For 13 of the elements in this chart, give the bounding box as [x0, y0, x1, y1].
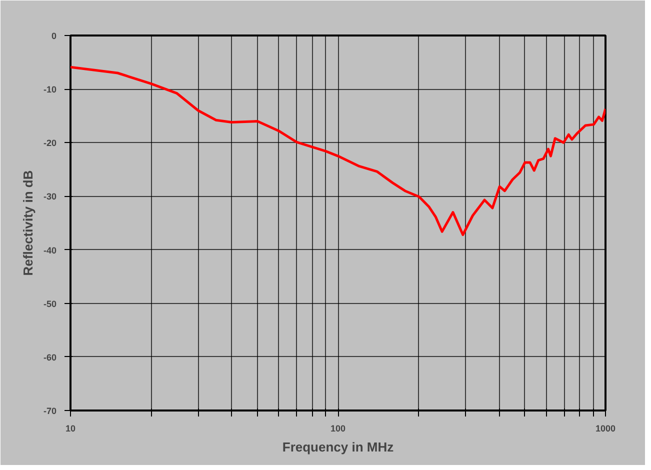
- y-tick-label: -60: [43, 352, 57, 362]
- x-tick-label: 10: [65, 424, 76, 434]
- y-tick-label: -30: [43, 192, 57, 202]
- y-axis-title: Reflectivity in dB: [20, 170, 36, 276]
- x-axis-title: Frequency in MHz: [282, 440, 394, 454]
- x-tick-label: 100: [330, 424, 346, 434]
- y-tick-label: 0: [51, 31, 57, 41]
- y-tick-label: -50: [43, 298, 57, 309]
- y-tick-label: -70: [43, 406, 57, 416]
- x-tick-label: 1000: [595, 424, 616, 434]
- y-tick-label: -20: [43, 138, 57, 148]
- y-tick-label: -10: [43, 84, 57, 95]
- y-tick-label: -40: [43, 245, 57, 256]
